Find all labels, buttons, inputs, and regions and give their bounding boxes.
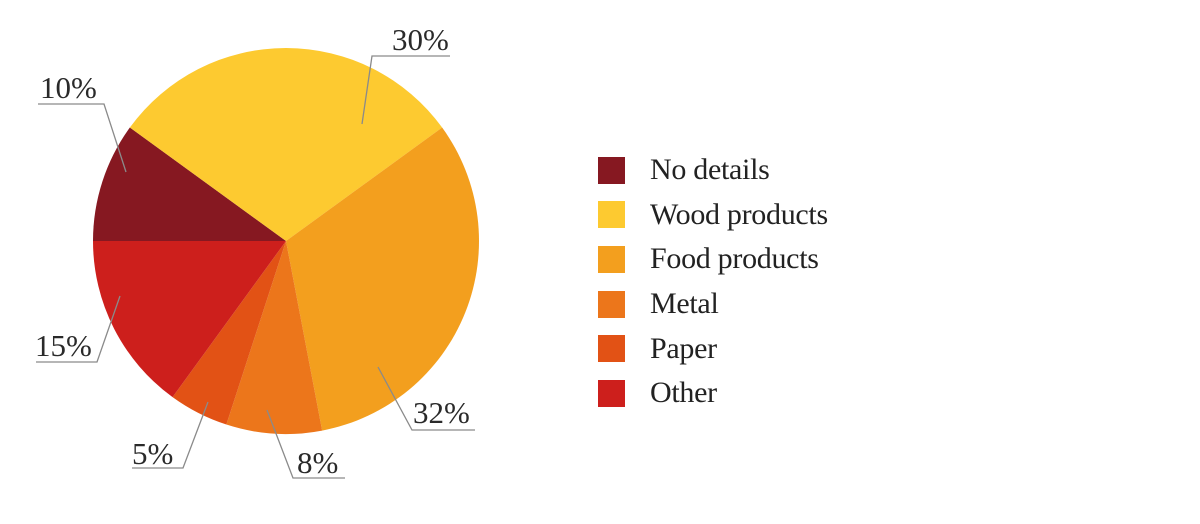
legend-swatch: [598, 290, 625, 318]
data-label: 32%: [413, 395, 470, 430]
data-label: 10%: [40, 70, 97, 105]
leader-line: [38, 103, 127, 173]
leader-line: [36, 295, 121, 363]
legend-swatch: [598, 156, 625, 184]
data-label: 30%: [392, 22, 449, 57]
legend: No details Wood products Food products M…: [598, 148, 828, 416]
legend-label: Paper: [650, 331, 717, 365]
leader-line: [377, 366, 475, 431]
pie-slice-food-products: [286, 127, 479, 431]
legend-swatch: [598, 379, 625, 407]
pie-slice-other: [93, 241, 286, 398]
legend-swatch: [598, 335, 625, 363]
leader-line: [132, 401, 209, 469]
pie-slice-metal: [226, 241, 323, 434]
data-label: 5%: [132, 436, 173, 471]
legend-item-paper: Paper: [598, 326, 828, 371]
leader-line: [361, 55, 450, 125]
pie-slice-paper: [172, 241, 286, 425]
pie-slice-no-details: [93, 127, 286, 241]
legend-item-other: Other: [598, 371, 828, 416]
legend-label: Wood products: [650, 197, 828, 231]
legend-item-wood-products: Wood products: [598, 193, 828, 238]
legend-item-no-details: No details: [598, 148, 828, 193]
legend-item-food-products: Food products: [598, 237, 828, 282]
pie-slice-wood-products: [129, 47, 443, 241]
data-label: 8%: [297, 445, 338, 480]
legend-swatch: [598, 245, 625, 273]
legend-item-metal: Metal: [598, 282, 828, 327]
data-label: 15%: [35, 328, 92, 363]
legend-label: Other: [650, 376, 717, 410]
legend-label: No details: [650, 153, 770, 187]
legend-label: Food products: [650, 242, 819, 276]
legend-swatch: [598, 201, 625, 229]
legend-label: Metal: [650, 287, 719, 321]
leader-line: [266, 409, 345, 479]
